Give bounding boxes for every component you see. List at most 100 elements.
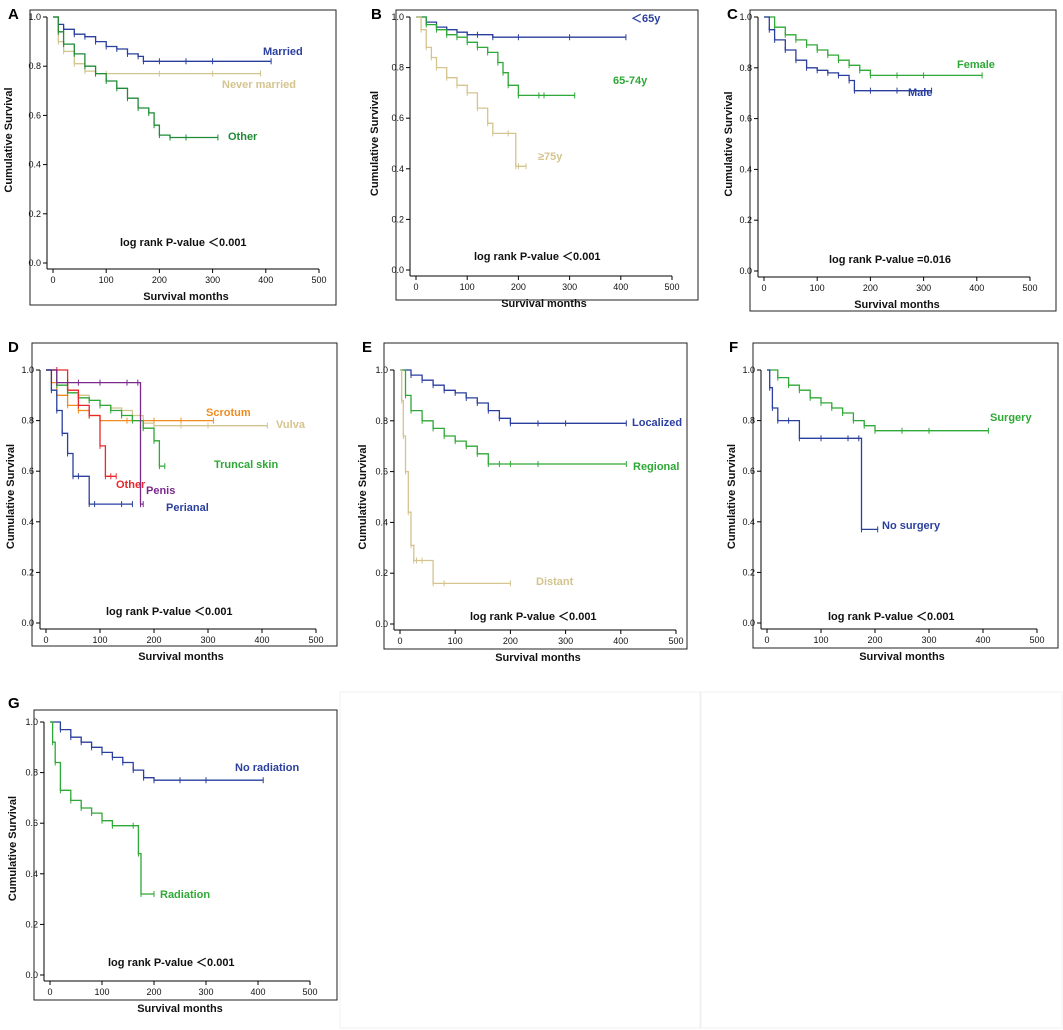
series-label: ≥75y	[538, 151, 563, 163]
y-tick-label: 0.4	[375, 517, 388, 527]
x-tick-label: 0	[764, 635, 769, 645]
survival-curve-regional	[400, 369, 627, 465]
y-axis-label: Cumulative Survival	[726, 444, 738, 549]
x-tick-label: 500	[664, 282, 679, 292]
km-panel-c: C 0 100 200 300 400 500 0.0 0.2 0.4 0.6 0.8 1.0 Survi…	[723, 6, 1057, 312]
x-tick-label: 200	[152, 275, 167, 285]
y-tick-label: 0.2	[28, 209, 41, 219]
survival-curve-other	[46, 369, 117, 477]
y-axis-label: Cumulative Survival	[5, 444, 17, 549]
x-tick-label: 100	[460, 282, 475, 292]
series-label: Regional	[633, 461, 679, 473]
x-tick-label: 0	[397, 636, 402, 646]
x-tick-label: 300	[205, 275, 220, 285]
x-tick-label: 100	[813, 635, 828, 645]
panel-frame	[752, 342, 1059, 649]
y-tick-label: 0.6	[21, 466, 34, 476]
x-tick-label: 0	[47, 987, 52, 997]
log-rank-pvalue: log rank P-value ＜0.001	[474, 251, 601, 263]
x-axis-label: Survival months	[143, 291, 229, 303]
panel-frame	[383, 342, 688, 650]
x-tick-label: 100	[99, 275, 114, 285]
km-panel-d: D 0 100 200 300 400 500 0.0 0.2 0.4 0.6 0.8 1.0 Survi…	[5, 339, 338, 663]
series-label: Male	[908, 87, 932, 99]
x-tick-label: 500	[668, 636, 683, 646]
y-tick-label: 1.0	[375, 365, 388, 375]
x-tick-label: 200	[863, 283, 878, 293]
x-axis-label: Survival months	[859, 651, 945, 663]
series-label: Perianal	[166, 502, 209, 514]
y-tick-label: 0.8	[28, 61, 41, 71]
km-panel-b: B 0 100 200 300 400 500 0.0 0.2 0.4 0.6 0.8 1.0 Survi…	[369, 6, 699, 310]
series-label: Radiation	[160, 889, 210, 901]
x-tick-label: 400	[975, 635, 990, 645]
x-tick-label: 500	[308, 635, 323, 645]
survival-curve--75y	[416, 16, 527, 167]
series-label: Never married	[222, 79, 296, 91]
y-tick-label: 0.2	[391, 214, 404, 224]
series-label: Other	[116, 479, 146, 491]
series-label: Penis	[146, 485, 175, 497]
x-tick-label: 200	[867, 635, 882, 645]
y-tick-label: 0.2	[25, 919, 38, 929]
y-tick-label: 1.0	[739, 12, 752, 22]
x-axis-label: Survival months	[138, 651, 224, 663]
y-tick-label: 0.2	[739, 215, 752, 225]
y-axis-label: Cumulative Survival	[3, 87, 15, 192]
log-rank-pvalue: log rank P-value ＜0.001	[108, 957, 235, 969]
log-rank-pvalue: log rank P-value ＜0.001	[470, 611, 597, 623]
y-tick-label: 0.6	[742, 466, 755, 476]
log-rank-pvalue: log rank P-value ＜0.001	[106, 606, 233, 618]
y-tick-label: 0.8	[739, 63, 752, 73]
y-tick-label: 0.2	[742, 567, 755, 577]
panel-letter: A	[8, 6, 19, 23]
x-tick-label: 200	[511, 282, 526, 292]
panel-letter: G	[8, 695, 20, 712]
y-tick-label: 0.0	[28, 258, 41, 268]
panel-letter: B	[371, 6, 382, 23]
y-tick-label: 0.6	[391, 113, 404, 123]
y-tick-label: 0.0	[391, 265, 404, 275]
y-tick-label: 0.6	[375, 467, 388, 477]
x-tick-label: 400	[613, 636, 628, 646]
panel-letter: C	[727, 6, 738, 23]
x-axis-label: Survival months	[501, 298, 587, 310]
series-label: Truncal skin	[214, 459, 278, 471]
y-tick-label: 0.4	[25, 869, 38, 879]
x-tick-label: 300	[916, 283, 931, 293]
y-tick-label: 0.2	[375, 568, 388, 578]
x-tick-label: 300	[558, 636, 573, 646]
series-label: Vulva	[276, 419, 306, 431]
y-tick-label: 0.8	[742, 416, 755, 426]
y-tick-label: 0.0	[375, 619, 388, 629]
x-axis-label: Survival months	[854, 299, 940, 311]
y-tick-label: 0.4	[742, 517, 755, 527]
x-tick-label: 100	[92, 635, 107, 645]
y-tick-label: 0.8	[375, 416, 388, 426]
x-tick-label: 300	[562, 282, 577, 292]
y-tick-label: 0.0	[21, 618, 34, 628]
y-axis-label: Cumulative Survival	[357, 444, 369, 549]
survival-curve-radiation	[50, 721, 154, 895]
x-tick-label: 400	[969, 283, 984, 293]
x-tick-label: 200	[503, 636, 518, 646]
y-tick-label: 1.0	[25, 717, 38, 727]
y-tick-label: 0.2	[21, 567, 34, 577]
panel-frame	[31, 342, 338, 647]
x-tick-label: 400	[250, 987, 265, 997]
x-tick-label: 100	[810, 283, 825, 293]
panel-frame	[29, 9, 337, 306]
x-tick-label: 100	[448, 636, 463, 646]
km-panel-g: G 0 100 200 300 400 500 0.0 0.2 0.4 0.6 0.8 1.0 Survi…	[7, 695, 338, 1015]
y-tick-label: 0.4	[391, 164, 404, 174]
x-axis-label: Survival months	[137, 1003, 223, 1015]
series-label: Distant	[536, 576, 574, 588]
x-tick-label: 400	[613, 282, 628, 292]
series-label: No surgery	[882, 520, 941, 532]
series-label: Female	[957, 59, 995, 71]
x-tick-label: 500	[302, 987, 317, 997]
y-tick-label: 0.0	[739, 266, 752, 276]
x-tick-label: 400	[258, 275, 273, 285]
y-tick-label: 0.4	[21, 517, 34, 527]
